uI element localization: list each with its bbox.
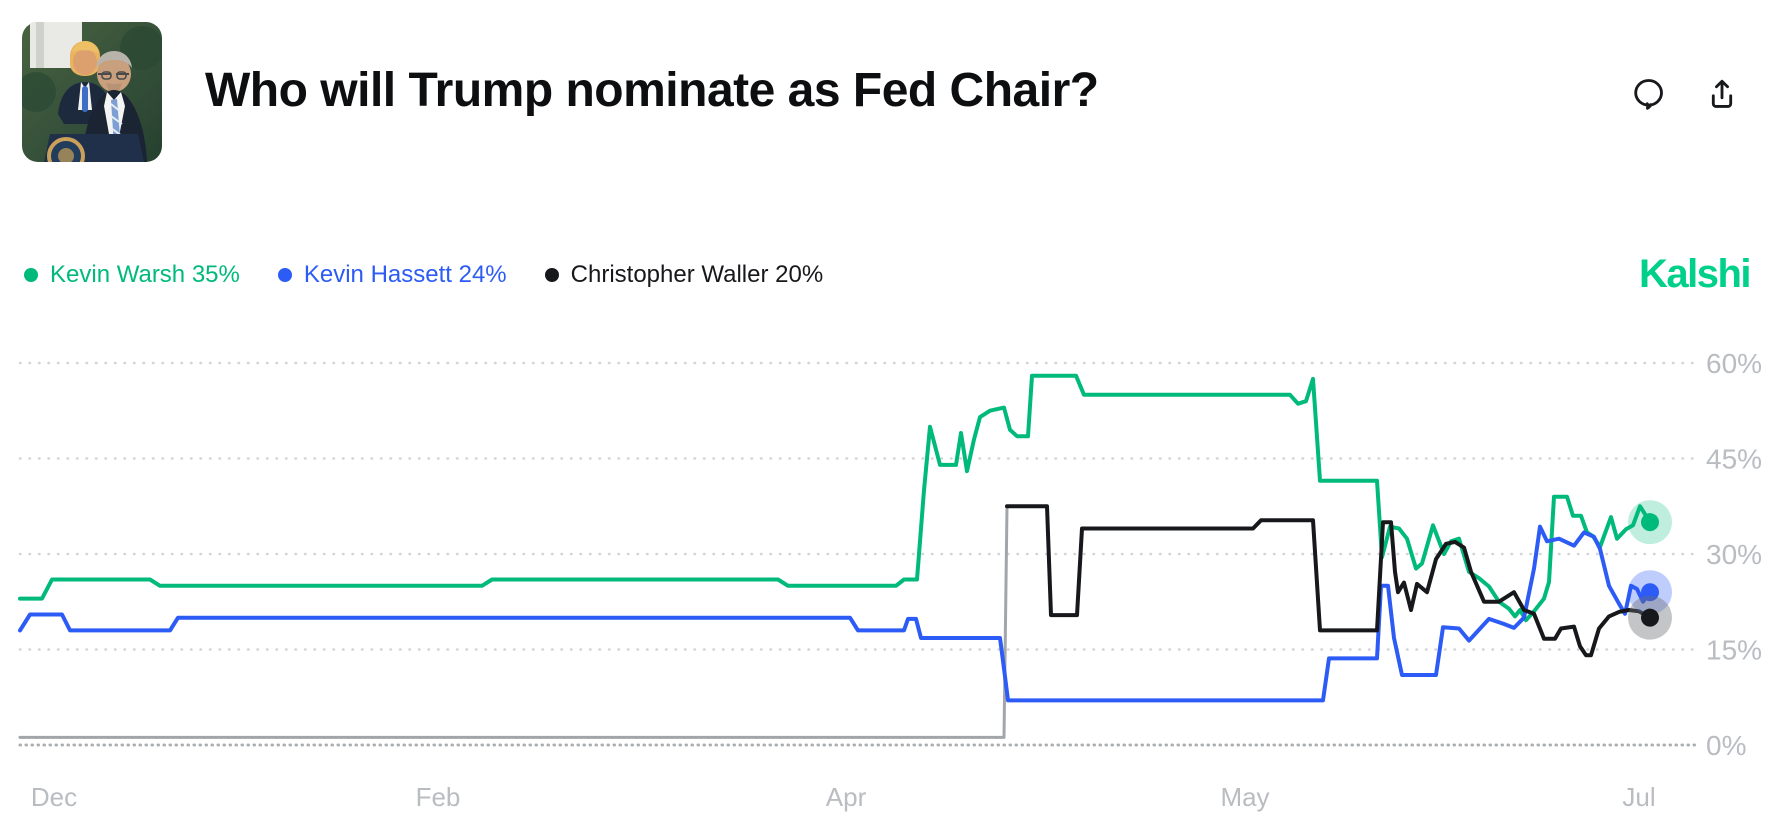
series-line-christopher-waller [1005,504,1652,658]
legend-item-waller[interactable]: Christopher Waller 20% [544,261,824,289]
y-axis-label: 30% [1706,539,1762,570]
comment-button[interactable] [1630,76,1666,112]
series-line-kevin-hassett [18,524,1652,703]
header-actions [1630,76,1740,112]
x-axis-label: Apr [826,782,867,812]
series-line-kevin-warsh [18,373,1652,623]
legend-label-warsh: Kevin Warsh 35% [50,261,240,288]
x-axis-label: Jul [1622,782,1655,812]
market-thumbnail [22,22,162,162]
chart-legend: Kevin Warsh 35% Kevin Hassett 24% Christ… [24,256,823,294]
x-axis-label: Dec [31,782,77,812]
waller-dot-icon [544,268,559,282]
legend-label-hassett: Kevin Hassett 24% [303,261,507,288]
kalshi-logo: Kalshi [1638,252,1752,296]
legend-item-warsh[interactable]: Kevin Warsh 35% [24,261,240,289]
x-axis-label: Feb [416,782,461,812]
share-icon [1711,79,1733,108]
endpoint-dot [1641,608,1659,627]
legend-item-hassett[interactable]: Kevin Hassett 24% [277,261,507,289]
y-axis-label: 60% [1706,348,1762,379]
thumbnail-art [22,22,162,162]
y-axis-label: 45% [1706,443,1762,474]
y-axis-label: 0% [1706,730,1746,761]
warsh-dot-icon [24,268,38,282]
x-axis-label: May [1220,782,1269,812]
share-button[interactable] [1704,76,1740,112]
endpoint-dot [1641,513,1659,532]
y-axis-label: 15% [1706,634,1762,665]
page-title: Who will Trump nominate as Fed Chair? [205,64,1099,117]
hassett-dot-icon [277,268,292,282]
series-line-waller-pre-listing [18,504,1009,739]
comment-icon [1634,79,1663,110]
legend-label-waller: Christopher Waller 20% [570,261,824,288]
endpoint-dot [1641,583,1659,602]
